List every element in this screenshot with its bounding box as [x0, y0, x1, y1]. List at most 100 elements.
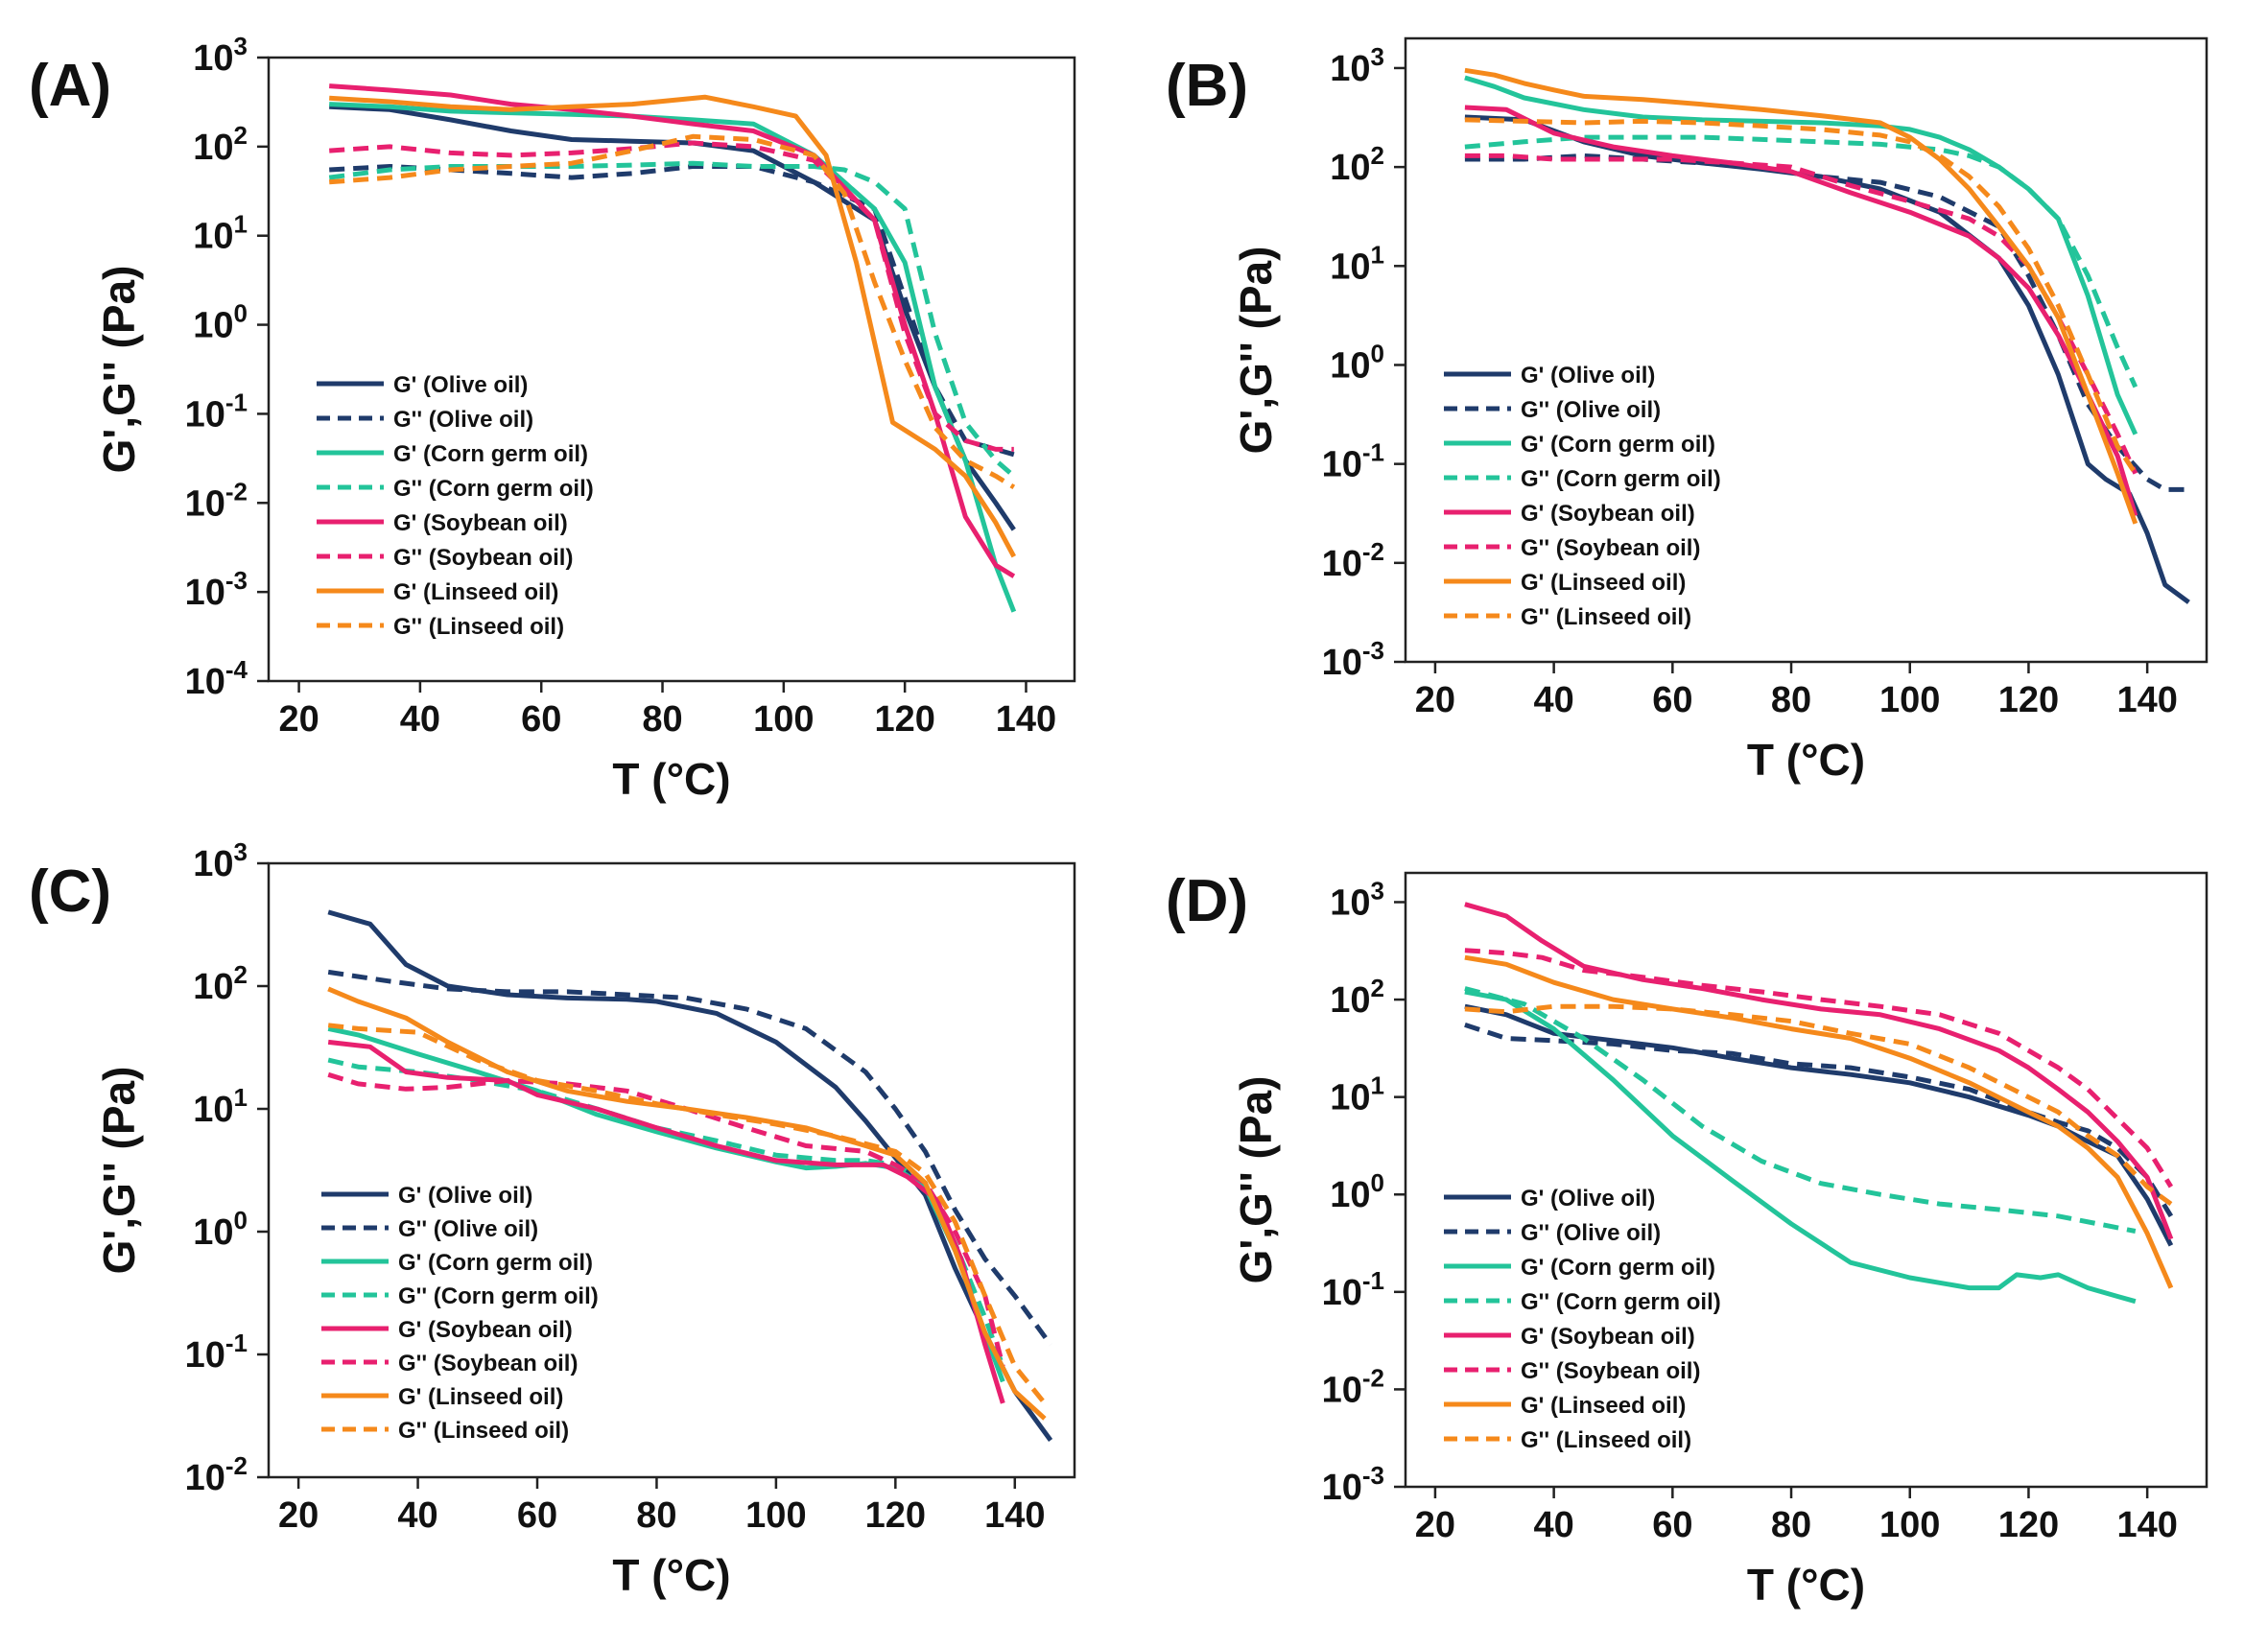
x-axis-title: T (°C)	[1747, 735, 1865, 785]
y-axis-title: G',G'' (Pa)	[94, 1067, 144, 1275]
series-line-linseed-gp	[329, 94, 1017, 558]
series-line-olive-gp	[327, 909, 1053, 1442]
x-tick-label: 120	[1998, 1505, 2059, 1545]
y-axis-title: G',G'' (Pa)	[94, 266, 144, 474]
y-tick-label: 10-1	[185, 1329, 248, 1376]
y-tick-label: 102	[193, 121, 248, 168]
x-tick-label: 40	[1533, 680, 1573, 720]
series-group	[327, 909, 1053, 1442]
legend-label: G' (Soybean oil)	[393, 510, 568, 536]
legend-label: G'' (Corn germ oil)	[398, 1283, 599, 1309]
legend-label: G'' (Soybean oil)	[1521, 1358, 1700, 1384]
series-line-linseed-gpp	[1464, 1003, 2173, 1207]
series-line-olive-gpp	[1464, 1023, 2174, 1218]
y-tick-label: 100	[193, 299, 248, 346]
legend: G' (Olive oil) G'' (Olive oil) G' (Corn ge…	[317, 372, 594, 640]
x-tick-label: 40	[397, 1495, 437, 1536]
x-tick-label: 100	[1879, 1505, 1940, 1545]
series-line-corn-gp	[1464, 989, 2137, 1305]
x-tick-label: 60	[517, 1495, 557, 1536]
chart-panel-d: (D) 20 40 60 80 100 120 140 103 102 101 100 10-1 10-2…	[1166, 868, 2209, 1610]
x-tick-label: 100	[753, 699, 814, 740]
legend-label: G'' (Linseed oil)	[1521, 1427, 1691, 1453]
legend-label: G' (Soybean oil)	[1521, 501, 1695, 527]
legend-label: G'' (Linseed oil)	[398, 1418, 569, 1444]
legend-label: G' (Linseed oil)	[1521, 1393, 1686, 1419]
series-line-olive-gpp	[327, 969, 1053, 1347]
legend-label: G' (Corn germ oil)	[398, 1250, 593, 1276]
series-line-soybean-gpp	[1464, 153, 2138, 475]
x-tick-label: 20	[1415, 1505, 1455, 1545]
panel-label: (D)	[1166, 868, 1248, 934]
legend-label: G'' (Olive oil)	[398, 1216, 538, 1242]
x-tick-label: 80	[1771, 1505, 1811, 1545]
x-tick-label: 140	[996, 699, 1056, 740]
y-tick-label: 10-2	[1322, 1363, 1384, 1410]
x-axis-title: T (°C)	[1747, 1560, 1865, 1610]
x-tick-label: 20	[1415, 680, 1455, 720]
legend-label: G' (Olive oil)	[393, 372, 528, 398]
y-tick-label: 101	[193, 1083, 248, 1130]
x-tick-label: 80	[636, 1495, 676, 1536]
y-tick-label: 10-2	[185, 1451, 248, 1498]
y-tick-label: 102	[1330, 974, 1384, 1021]
legend-label: G' (Linseed oil)	[1521, 570, 1686, 596]
legend-label: G'' (Soybean oil)	[393, 545, 573, 571]
chart-panel-b: (B) 20 40 60 80 100 120 140 103 102 101 100 10-1 10-2…	[1166, 36, 2209, 785]
x-tick-label: 20	[278, 699, 319, 740]
x-tick-label: 100	[745, 1495, 806, 1536]
series-group	[328, 83, 1017, 613]
y-tick-label: 101	[1330, 1071, 1384, 1118]
legend-label: G'' (Soybean oil)	[398, 1351, 578, 1376]
x-tick-label: 140	[2116, 1505, 2177, 1545]
legend-label: G' (Olive oil)	[1521, 1186, 1655, 1212]
series-line-soybean-gp	[1464, 105, 2138, 517]
x-tick-label: 40	[1533, 1505, 1573, 1545]
y-tick-label: 10-2	[1322, 537, 1384, 584]
y-tick-label: 103	[1330, 42, 1384, 89]
legend-label: G' (Soybean oil)	[1521, 1324, 1695, 1350]
series-line-linseed-gp	[1464, 67, 2138, 525]
legend-label: G'' (Corn germ oil)	[393, 476, 594, 502]
x-tick-label: 120	[865, 1495, 926, 1536]
x-axis-title: T (°C)	[612, 1550, 730, 1600]
y-tick-label: 101	[1330, 240, 1384, 287]
legend: G' (Olive oil) G'' (Olive oil) G' (Corn ge…	[321, 1183, 599, 1444]
legend-label: G'' (Corn germ oil)	[1521, 466, 1721, 492]
series-line-corn-gp	[329, 102, 1017, 613]
y-axis-title: G',G'' (Pa)	[1231, 247, 1281, 455]
legend: G' (Olive oil) G'' (Olive oil) G' (Corn ge…	[1444, 1186, 1721, 1453]
y-axis-title: G',G'' (Pa)	[1231, 1076, 1281, 1284]
plot-frame	[267, 861, 1076, 1479]
y-tick-label: 101	[193, 210, 248, 257]
series-line-linseed-gpp	[1464, 117, 2138, 475]
series-line-linseed-gpp	[329, 133, 1016, 490]
y-tick-label: 10-1	[1322, 1266, 1384, 1313]
y-tick-label: 100	[1330, 1168, 1384, 1215]
series-line-soybean-gpp	[1464, 948, 2174, 1188]
series-line-linseed-gp	[327, 986, 1047, 1421]
legend: G' (Olive oil) G'' (Olive oil) G' (Corn ge…	[1444, 363, 1721, 630]
x-tick-label: 100	[1879, 680, 1940, 720]
y-tick-label: 10-1	[185, 388, 248, 435]
y-tick-label: 102	[193, 960, 248, 1007]
legend-label: G' (Soybean oil)	[398, 1317, 573, 1343]
legend-label: G' (Linseed oil)	[393, 579, 558, 605]
series-group	[1464, 902, 2174, 1305]
series-line-soybean-gpp	[327, 1071, 1005, 1368]
panel-label: (C)	[29, 859, 111, 925]
x-tick-label: 60	[1652, 680, 1692, 720]
x-tick-label: 120	[1998, 680, 2059, 720]
y-tick-label: 10-2	[185, 477, 248, 524]
y-tick-label: 10-3	[185, 566, 248, 613]
chart-panel-a: (A) 20 40 60 80 100 120 140 103 102 101 100 10-1 10-2…	[29, 32, 1076, 804]
x-tick-label: 140	[2116, 680, 2177, 720]
series-line-linseed-gpp	[327, 1023, 1047, 1405]
y-tick-label: 10-3	[1322, 1461, 1384, 1508]
plot-frame	[1404, 36, 2209, 664]
legend-label: G'' (Linseed oil)	[1521, 604, 1691, 630]
series-line-corn-gpp	[1464, 134, 2138, 388]
x-tick-label: 120	[874, 699, 934, 740]
series-line-linseed-gp	[1464, 954, 2174, 1289]
legend-label: G'' (Linseed oil)	[393, 614, 564, 640]
